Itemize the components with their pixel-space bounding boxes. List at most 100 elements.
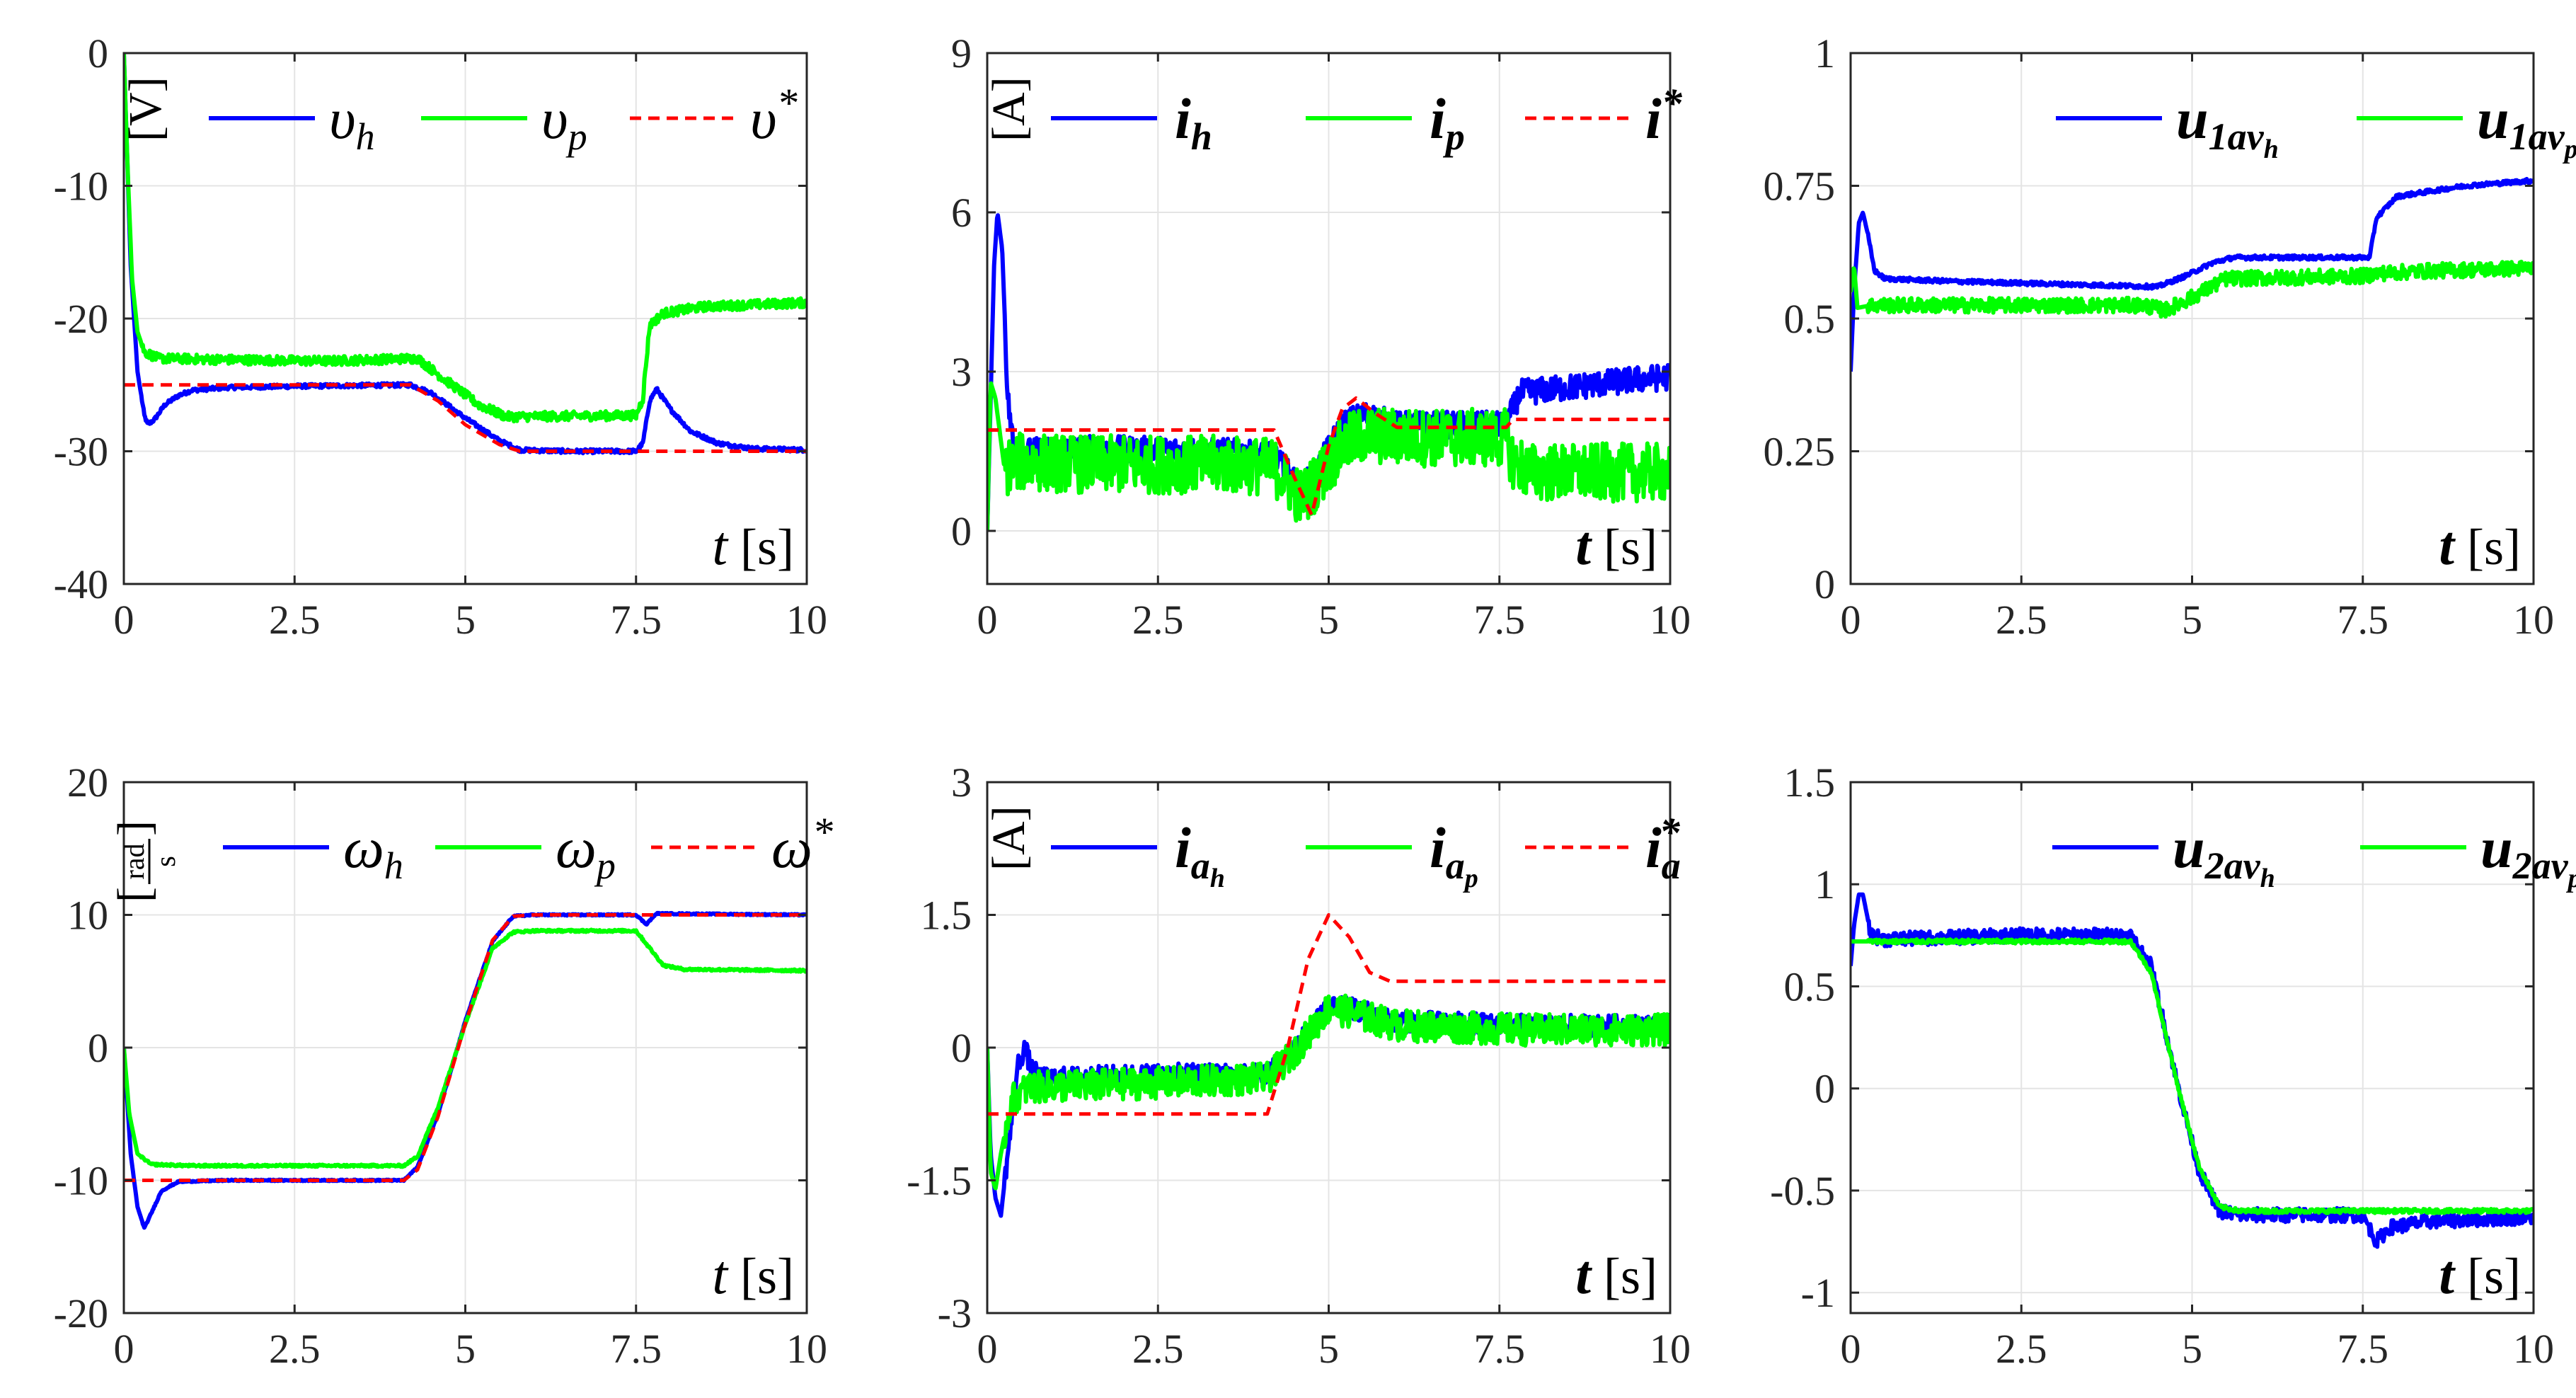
chart-v: 0 2.5 5 7.5 10 -40 -30 -20 -10 0 [V] υh υp υ* t [s]: [54, 30, 827, 643]
series-line-2: [1851, 937, 2534, 1215]
legend-label: υp: [541, 86, 587, 158]
series-line-2: [124, 53, 807, 424]
chart-grid: 0 2.5 5 7.5 10-40-30-20-100[V] υh υp υ*t [s]0 2.…: [54, 30, 2576, 1372]
x-tick-label: 10: [1650, 597, 1691, 643]
y-tick-label: 1: [1815, 861, 1835, 907]
x-tick-label: 10: [786, 1326, 827, 1372]
y-tick-label: 0.75: [1764, 164, 1836, 210]
x-tick-label: 7.5: [1474, 597, 1526, 643]
y-tick-label: 1.5: [1784, 760, 1836, 806]
legend-label: iah: [1175, 815, 1225, 893]
y-tick-label: 9: [951, 30, 972, 76]
series-group: [124, 910, 807, 1230]
x-tick-label: 2.5: [1132, 597, 1184, 643]
legend-label: ωp: [556, 815, 616, 887]
x-tick-label: 7.5: [2338, 597, 2389, 643]
unit-label: [A]: [983, 806, 1035, 871]
svg-text:rad: rad: [118, 843, 150, 879]
series-group: [124, 53, 807, 456]
x-axis-label: t [s]: [2439, 515, 2521, 576]
series-line-3: [987, 913, 1670, 1116]
y-tick-label: 0.5: [1784, 963, 1836, 1009]
y-tick-label: -1: [1801, 1270, 1835, 1316]
x-tick-label: 5: [455, 1326, 476, 1372]
series-line-1: [1851, 176, 2534, 372]
y-tick-label: -0.5: [1770, 1168, 1835, 1214]
y-tick-label: -30: [54, 429, 108, 475]
x-tick-label: 10: [2513, 597, 2554, 643]
chart-u1: 0 2.5 5 7.5 10 0 0.25 0.5 0.75 1 u1avh u1avp t [s]: [1764, 30, 2576, 643]
y-tick-label: 3: [951, 760, 972, 806]
series-line-3: [124, 383, 807, 453]
series-group: [1851, 892, 2534, 1249]
x-tick-label: 5: [2182, 1326, 2202, 1372]
y-tick-label: -20: [54, 1290, 108, 1336]
y-tick-label: 0.5: [1784, 296, 1836, 342]
x-tick-label: 7.5: [611, 597, 662, 643]
x-tick-label: 2.5: [1132, 1326, 1184, 1372]
y-tick-label: 1.5: [921, 893, 972, 939]
x-tick-label: 2.5: [1996, 597, 2047, 643]
series-line-3: [987, 396, 1670, 517]
x-tick-label: 0: [1841, 597, 1861, 643]
chart-i: 0 2.5 5 7.5 10 0 3 6 9[A] ih ip i* t [s]: [951, 30, 1691, 643]
x-tick-label: 7.5: [611, 1326, 662, 1372]
chart-ia: 0 2.5 5 7.5 10 -3 -1.5 0 1.5 3[A] iah iap ia* t [s]: [907, 760, 1691, 1372]
y-tick-label: 20: [67, 760, 108, 806]
x-tick-label: 10: [786, 597, 827, 643]
x-tick-label: 2.5: [1996, 1326, 2047, 1372]
y-tick-label: 1: [1815, 30, 1835, 76]
y-tick-label: 0: [951, 508, 972, 554]
x-tick-label: 2.5: [269, 597, 321, 643]
x-tick-label: 10: [2513, 1326, 2554, 1372]
y-tick-label: -20: [54, 296, 108, 342]
y-tick-label: 0: [1815, 561, 1835, 607]
y-tick-label: 6: [951, 190, 972, 236]
y-tick-label: -10: [54, 1158, 108, 1204]
series-group: [1851, 176, 2534, 372]
legend-label: u2avp: [2480, 815, 2576, 893]
y-tick-label: 0: [88, 1025, 108, 1071]
chart-u2: 0 2.5 5 7.5 10 -1 -0.5 0 0.5 1 1.5 u2avh u2avp t [s]: [1770, 760, 2576, 1372]
chart-w: 0 2.5 5 7.5 10 -20 -10 0 10 20 [rad s] ωh ωp ω* t [s]: [54, 760, 833, 1372]
y-tick-label: 10: [67, 893, 108, 939]
legend-label: u1avh: [2176, 86, 2279, 164]
x-axis-label: t [s]: [712, 1244, 794, 1305]
svg-text:[: [: [108, 887, 160, 903]
series-line-2: [987, 381, 1670, 532]
legend-label: ωh: [343, 815, 403, 887]
x-tick-label: 0: [1841, 1326, 1861, 1372]
x-tick-label: 7.5: [1474, 1326, 1526, 1372]
unit-label: [A]: [983, 76, 1035, 142]
x-tick-label: 10: [1650, 1326, 1691, 1372]
x-tick-label: 2.5: [269, 1326, 321, 1372]
unit-label: [rad s]: [108, 820, 181, 903]
svg-text:s: s: [149, 856, 181, 867]
legend-label: ip: [1430, 86, 1465, 158]
x-tick-label: 5: [1318, 1326, 1339, 1372]
y-tick-label: -10: [54, 164, 108, 210]
x-tick-label: 0: [977, 1326, 998, 1372]
y-tick-label: -40: [54, 561, 108, 607]
series-group: [987, 213, 1670, 532]
x-tick-label: 7.5: [2338, 1326, 2389, 1372]
x-axis-label: t [s]: [1575, 1244, 1657, 1305]
legend-label: ih: [1175, 86, 1212, 158]
x-tick-label: 0: [977, 597, 998, 643]
x-tick-label: 0: [114, 597, 134, 643]
legend-label: i*: [1645, 80, 1683, 151]
legend-label: u1avp: [2477, 86, 2576, 164]
series-line-3: [124, 913, 807, 1182]
y-tick-label: 0: [1815, 1066, 1835, 1112]
y-tick-label: 0: [88, 30, 108, 76]
x-axis-label: t [s]: [1575, 515, 1657, 576]
unit-label: [V]: [120, 76, 171, 142]
series-line-2: [987, 993, 1670, 1191]
legend-label: ia*: [1645, 809, 1681, 887]
legend-label: υh: [329, 86, 375, 158]
x-tick-label: 5: [1318, 597, 1339, 643]
legend-label: iap: [1430, 815, 1478, 893]
x-tick-label: 5: [455, 597, 476, 643]
x-axis-label: t [s]: [712, 515, 794, 576]
